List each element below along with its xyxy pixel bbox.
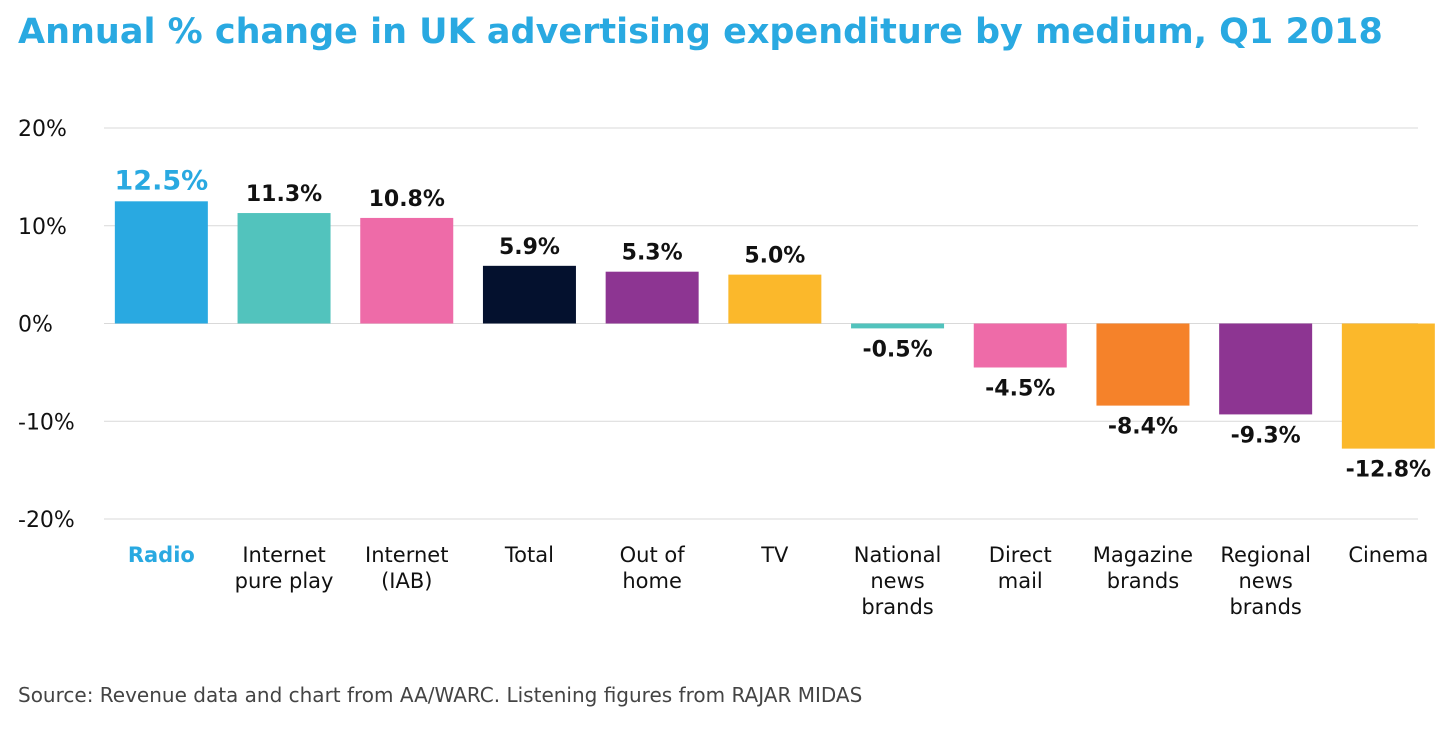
x-tick-label: home — [622, 569, 682, 593]
data-label: 11.3% — [246, 182, 322, 207]
x-tick-label: Internet — [242, 543, 325, 567]
x-tick-label: news — [870, 569, 924, 593]
x-tick-label: Magazine — [1093, 543, 1193, 567]
bar — [360, 217, 454, 324]
bar — [728, 274, 822, 324]
data-label: -4.5% — [985, 376, 1055, 401]
data-label: -12.8% — [1346, 458, 1431, 483]
bar — [1096, 323, 1190, 406]
bars — [114, 201, 1435, 449]
data-labels: 12.5% 11.3% 10.8% 5.9% 5.3% 5.0% -0.5% -4.5% -8.… — [115, 165, 1432, 482]
data-label: 12.5% — [115, 165, 209, 196]
x-tick-label: TV — [760, 543, 789, 567]
data-label: 5.9% — [499, 235, 560, 260]
x-tick-label: mail — [998, 569, 1043, 593]
y-tick-label: -20% — [18, 508, 75, 533]
chart-title: Annual % change in UK advertising expend… — [18, 12, 1383, 52]
bar — [973, 323, 1067, 368]
bar — [482, 265, 576, 324]
data-label: 10.8% — [369, 187, 445, 212]
x-tick-label: brands — [1229, 595, 1301, 619]
bar — [851, 323, 945, 329]
x-tick-label: pure play — [235, 569, 334, 593]
data-label: 5.3% — [622, 241, 683, 266]
x-tick-label: Radio — [128, 543, 195, 567]
y-tick-label: 0% — [18, 313, 53, 338]
x-tick-label: brands — [1107, 569, 1179, 593]
data-label: -8.4% — [1108, 415, 1178, 440]
y-tick-label: -10% — [18, 410, 75, 435]
y-tick-label: 20% — [18, 117, 67, 142]
x-tick-label: Total — [504, 543, 554, 567]
data-label: -9.3% — [1231, 423, 1301, 448]
bar — [114, 201, 208, 324]
x-tick-label: news — [1238, 569, 1292, 593]
bar-chart: 20% 10% 0% -10% -20% 12.5% 11.3% 10.8% 5.9% 5.3%… — [18, 117, 1435, 619]
bar — [237, 213, 331, 324]
bar — [1219, 323, 1313, 415]
data-label: -0.5% — [862, 337, 932, 362]
x-tick-label: (IAB) — [381, 569, 432, 593]
x-tick-label: Internet — [365, 543, 448, 567]
y-axis-ticks: 20% 10% 0% -10% -20% — [18, 117, 75, 533]
x-tick-label: Regional — [1220, 543, 1311, 567]
x-tick-label: brands — [861, 595, 933, 619]
bar — [1341, 323, 1435, 449]
x-tick-label: Out of — [620, 543, 686, 567]
data-label: 5.0% — [744, 244, 805, 269]
bar — [605, 271, 699, 324]
source-note: Source: Revenue data and chart from AA/W… — [18, 683, 863, 707]
x-tick-label: Direct — [989, 543, 1052, 567]
x-tick-label: National — [854, 543, 942, 567]
x-tick-label: Cinema — [1348, 543, 1428, 567]
y-tick-label: 10% — [18, 215, 67, 240]
